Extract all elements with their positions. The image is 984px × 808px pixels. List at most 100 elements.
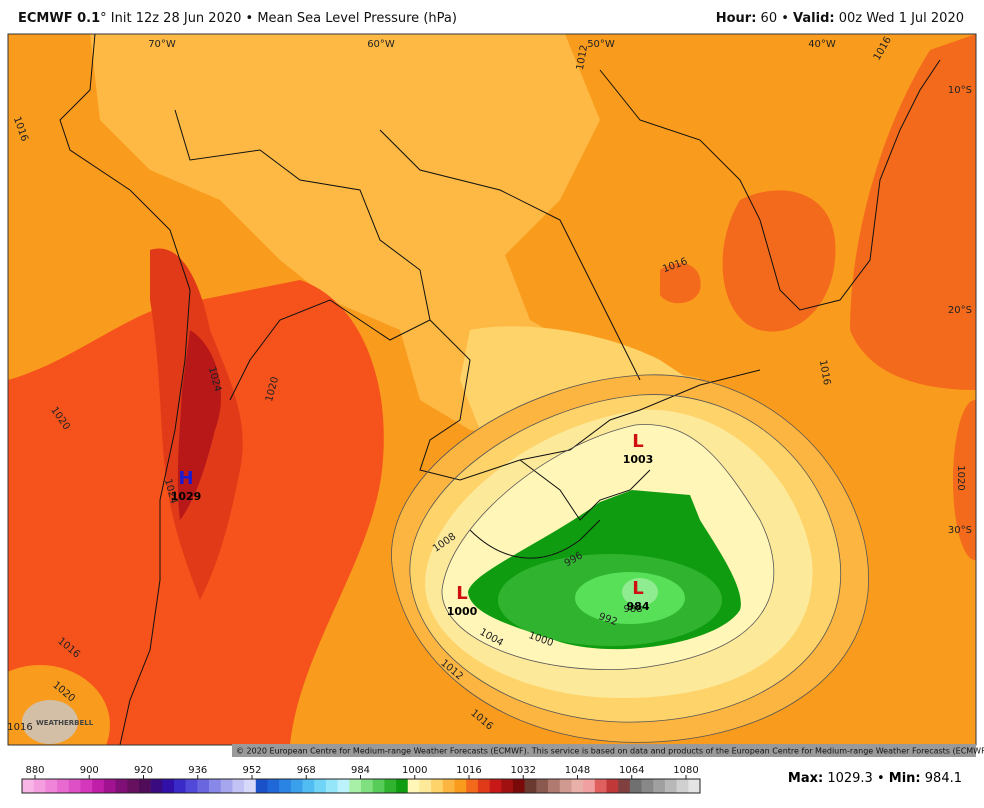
colorbar-swatch [45, 779, 58, 793]
colorbar-swatch [407, 779, 420, 793]
header: ECMWF 0.1° Init 12z 28 Jun 2020 • Mean S… [0, 0, 984, 34]
longitude-label: 60°W [367, 39, 395, 50]
colorbar-swatch [653, 779, 666, 793]
center-symbol: L [456, 583, 467, 604]
isobars [391, 374, 869, 743]
colorbar-swatch [220, 779, 233, 793]
colorbar-swatch [302, 779, 315, 793]
init: ° Init 12z 28 Jun 2020 • Mean Sea Level … [100, 11, 457, 26]
colorbar-swatch [489, 779, 502, 793]
colorbar-swatch [197, 779, 210, 793]
colorbar-swatch [524, 779, 537, 793]
contour-label: 1012 [575, 44, 590, 71]
colorbar-swatch [664, 779, 677, 793]
contour-label: 1016 [817, 359, 832, 386]
field-1020-blob [722, 190, 836, 332]
field-1020-se [953, 400, 976, 560]
colorbar-tick-label: 900 [80, 765, 99, 776]
low-984 [622, 578, 658, 606]
colorbar-tick-label: 1016 [456, 765, 481, 776]
min-value: 984.1 [924, 771, 962, 786]
colorbar-swatch [396, 779, 409, 793]
copyright-bg [232, 744, 976, 757]
colorbar-swatch [22, 779, 34, 793]
colorbar-swatch [629, 779, 642, 793]
border-bolivia [174, 109, 431, 401]
center-value: 1000 [447, 605, 478, 618]
colorbar-swatch [606, 779, 619, 793]
center-value: 984 [627, 600, 650, 613]
colorbar-tick-label: 936 [188, 765, 207, 776]
colorbar-swatch [618, 779, 631, 793]
colorbar-swatch [103, 779, 116, 793]
latitude-label: 10°S [948, 85, 972, 96]
colorbar-tick-label: 1064 [619, 765, 644, 776]
colorbar-swatch [594, 779, 607, 793]
pressure-field [8, 34, 976, 745]
logo-globe [22, 700, 78, 744]
colorbar-tick-label: 920 [134, 765, 153, 776]
field-1020-blob2 [660, 262, 701, 304]
colorbar-swatch [501, 779, 514, 793]
coast-east [599, 59, 941, 311]
max-label: Max: [787, 771, 824, 786]
colorbar-swatch [290, 779, 303, 793]
rio-plata [469, 519, 601, 559]
colorbar-swatch [267, 779, 280, 793]
colorbar: 880 900 920 936 952 968 984 1000 1016 1032 1048 106… [21, 765, 701, 794]
colorbar-swatch [325, 779, 338, 793]
border-paraguay [419, 319, 761, 481]
center-symbol: L [632, 578, 643, 599]
field-1020-e [850, 34, 976, 390]
colorbar-swatch [162, 779, 175, 793]
center-value: 1029 [171, 490, 202, 503]
colorbar-swatch [583, 779, 596, 793]
border-uruguay [519, 459, 651, 521]
min-label: Min: [888, 771, 921, 786]
colorbar-swatch [337, 779, 350, 793]
border-states [379, 129, 641, 381]
hour: 60 • [760, 11, 789, 26]
colorbar-swatch [384, 779, 397, 793]
borders [59, 34, 941, 745]
colorbar-swatch [442, 779, 455, 793]
colorbar-swatch [150, 779, 163, 793]
colorbar-tick-label: 952 [242, 765, 261, 776]
latitude-label: 20°S [948, 305, 972, 316]
valid: 00z Wed 1 Jul 2020 [838, 11, 964, 26]
coast-west [59, 34, 191, 745]
isobar [409, 394, 842, 723]
colorbar-swatch [419, 779, 432, 793]
longitude-label: 40°W [808, 39, 836, 50]
colorbar-swatch [92, 779, 105, 793]
sep: • [876, 771, 885, 786]
title: ECMWF 0.1° Init 12z 28 Jun 2020 • Mean S… [18, 11, 457, 26]
longitude-label: 50°W [587, 39, 615, 50]
colorbar-swatch [349, 779, 362, 793]
contour-label: 1016 [7, 722, 32, 733]
logo-text: WEATHERBELL [36, 719, 94, 727]
colorbar-tick-label: 1032 [511, 765, 536, 776]
colorbar-swatch [68, 779, 81, 793]
colorbar-swatch [477, 779, 490, 793]
colorbar-swatch [232, 779, 245, 793]
colorbar-swatch [536, 779, 549, 793]
longitude-label: 70°W [148, 39, 176, 50]
model: ECMWF 0.1 [18, 11, 101, 26]
colorbar-tick-label: 1048 [565, 765, 590, 776]
colorbar-swatch [314, 779, 327, 793]
colorbar-swatch [466, 779, 479, 793]
colorbar-swatch [559, 779, 572, 793]
latitude-label: 30°S [948, 525, 972, 536]
valid-label: Valid: [793, 11, 835, 26]
colorbar-swatch [173, 779, 186, 793]
colorbar-swatch [255, 779, 268, 793]
isobar [441, 424, 775, 670]
colorbar-swatch [57, 779, 70, 793]
colorbar-swatch [431, 779, 444, 793]
colorbar-swatch [244, 779, 257, 793]
valid-time: Hour: 60 • Valid: 00z Wed 1 Jul 2020 [716, 11, 964, 26]
colorbar-swatch [185, 779, 198, 793]
